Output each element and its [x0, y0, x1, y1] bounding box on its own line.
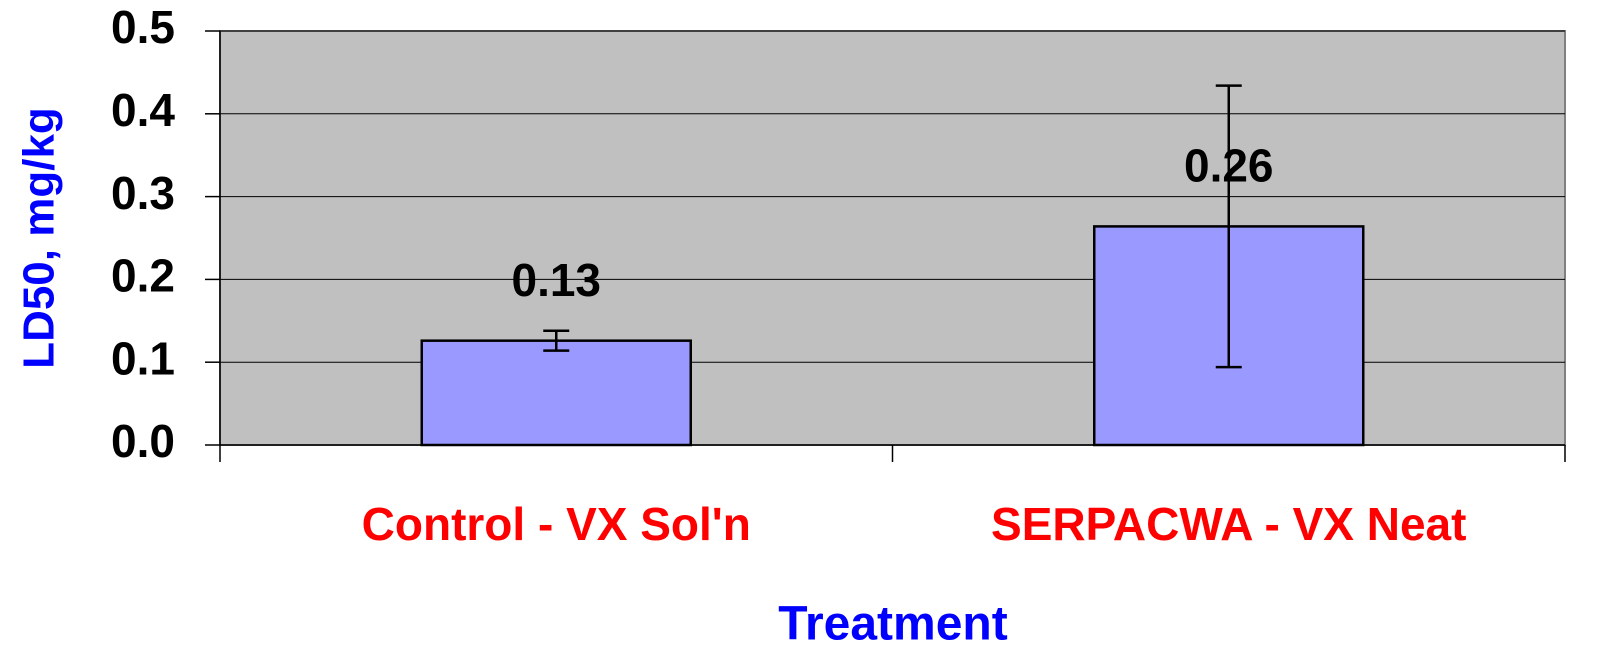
bar: [420, 339, 692, 447]
x-tick-label: SERPACWA - VX Neat: [991, 498, 1466, 550]
y-tick-label: 0.1: [111, 332, 175, 384]
y-tick-label: 0.4: [111, 84, 175, 136]
y-tick-label: 0.2: [111, 250, 175, 302]
data-label: 0.13: [511, 254, 601, 306]
y-tick-label: 0.3: [111, 167, 175, 219]
y-axis-title: LD50, mg/kg: [15, 107, 64, 369]
data-label: 0.26: [1184, 140, 1274, 192]
error-bar: [543, 329, 570, 352]
y-tick-label: 0.5: [111, 1, 175, 53]
error-bar: [1215, 84, 1242, 369]
x-axis-title: Treatment: [778, 598, 1007, 651]
x-tick-label: Control - VX Sol'n: [362, 498, 751, 550]
y-tick-label: 0.0: [111, 415, 175, 467]
